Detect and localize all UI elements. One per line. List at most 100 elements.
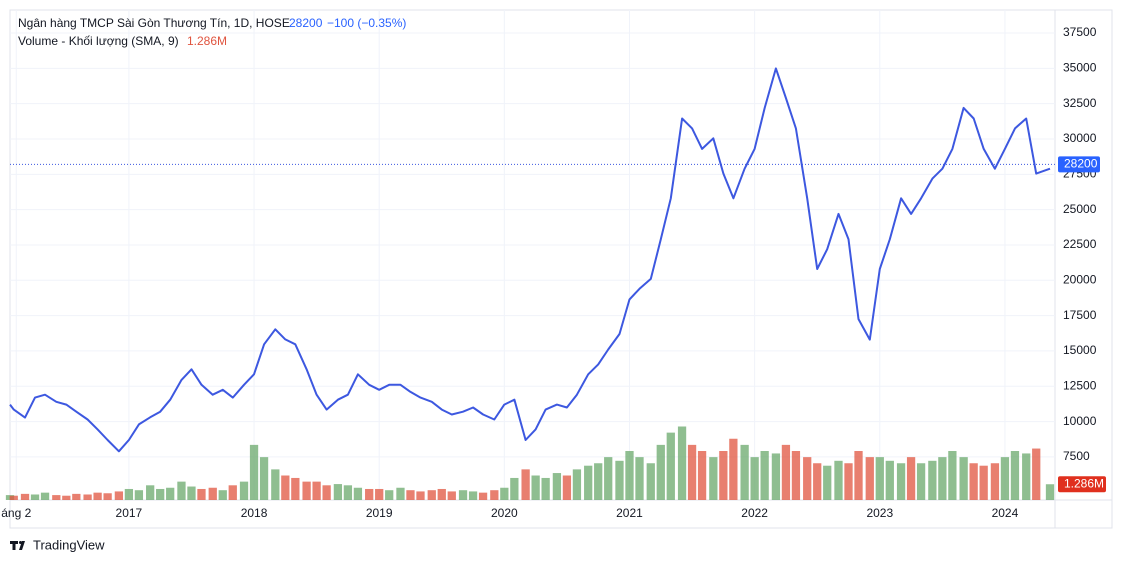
y-tick-label: 32500 xyxy=(1063,96,1097,110)
volume-bar xyxy=(510,477,519,500)
volume-bar xyxy=(353,487,363,500)
volume-bar xyxy=(406,490,415,500)
volume-bar xyxy=(271,469,280,500)
volume-bar xyxy=(948,451,957,500)
volume-bar xyxy=(124,488,134,500)
volume-bar xyxy=(72,493,81,500)
y-tick-label: 30000 xyxy=(1063,131,1097,145)
volume-bar xyxy=(885,460,894,500)
volume-bar xyxy=(865,457,874,500)
volume-bar xyxy=(30,494,40,500)
volume-bar xyxy=(615,460,624,500)
volume-bar xyxy=(291,477,300,500)
volume-bar xyxy=(228,485,237,500)
volume-bar xyxy=(478,492,488,500)
volume-bar xyxy=(103,493,112,500)
volume-bar xyxy=(218,490,227,500)
volume-bar xyxy=(177,481,186,500)
volume-bar xyxy=(20,493,30,500)
volume-bar xyxy=(239,481,249,500)
volume-bar xyxy=(281,475,290,500)
last-price-badge xyxy=(1058,156,1100,173)
volume-bar xyxy=(249,444,259,500)
volume-bar xyxy=(916,463,926,500)
price-line xyxy=(9,67,1051,453)
y-tick-label: 12500 xyxy=(1063,378,1097,392)
volume-bar xyxy=(396,487,405,500)
volume-bar xyxy=(156,488,165,500)
y-tick-label: 15000 xyxy=(1063,343,1097,357)
volume-bar xyxy=(427,490,436,500)
volume-bar xyxy=(635,457,644,500)
x-tick-label: 2024 xyxy=(992,506,1019,520)
volume-bar xyxy=(562,475,572,500)
y-tick-label: 7500 xyxy=(1063,449,1090,463)
y-tick-label: 20000 xyxy=(1063,272,1097,286)
volume-bar xyxy=(134,490,144,500)
volume-bar xyxy=(813,463,822,500)
x-tick-label: 2023 xyxy=(866,506,893,520)
volume-bar xyxy=(687,444,697,500)
volume-bar xyxy=(259,457,269,500)
volume-bar xyxy=(677,426,687,500)
volume-bar xyxy=(938,457,947,500)
price-change: −100 (−0.35%) xyxy=(327,16,406,30)
x-tick-label: 2019 xyxy=(366,506,393,520)
last-price-label: 28200 xyxy=(1064,157,1098,171)
volume-bar xyxy=(979,465,988,500)
volume-bar xyxy=(416,491,425,500)
volume-bar xyxy=(760,451,769,500)
symbol-title: Ngân hàng TMCP Sài Gòn Thương Tín, 1D, H… xyxy=(18,16,290,30)
volume-bar xyxy=(1010,451,1020,500)
volume-legend: Volume - Khối lượng (SMA, 9) xyxy=(18,34,179,48)
volume-bar xyxy=(959,457,968,500)
volume-bar xyxy=(500,487,509,500)
volume-badge-label: 1.286M xyxy=(1064,476,1104,490)
x-tick-label: áng 2 xyxy=(1,506,31,520)
volume-bar xyxy=(208,487,217,500)
volume-bar xyxy=(40,492,50,500)
volume-bar xyxy=(823,465,832,500)
volume-bar xyxy=(521,469,530,500)
x-tick-label: 2017 xyxy=(116,506,143,520)
volume-bar xyxy=(468,491,478,500)
x-tick-label: 2022 xyxy=(741,506,768,520)
volume-bar xyxy=(803,457,812,500)
y-tick-label: 17500 xyxy=(1063,308,1097,322)
volume-bar xyxy=(187,486,196,500)
volume-bar xyxy=(709,457,718,500)
brand-name: TradingView xyxy=(33,537,105,552)
volume-bar xyxy=(83,494,92,500)
volume-bar xyxy=(834,460,843,500)
volume-bar xyxy=(572,469,582,500)
volume-bar xyxy=(166,487,175,500)
y-tick-label: 35000 xyxy=(1063,61,1097,75)
volume-bar xyxy=(93,492,102,500)
volume-bar xyxy=(552,473,562,500)
volume-bar xyxy=(781,444,791,500)
volume-bar xyxy=(62,495,71,500)
volume-bar xyxy=(854,451,863,500)
volume-bar xyxy=(1000,457,1010,500)
y-tick-label: 22500 xyxy=(1063,237,1097,251)
volume-bar xyxy=(375,488,384,500)
y-tick-label: 10000 xyxy=(1063,414,1097,428)
volume-bar xyxy=(666,432,675,500)
volume-bar xyxy=(646,463,655,500)
volume-bar xyxy=(584,465,593,500)
volume-bar xyxy=(322,485,331,500)
volume-bar xyxy=(302,481,311,500)
volume-bar xyxy=(906,457,916,500)
y-tick-label: 25000 xyxy=(1063,202,1097,216)
volume-bar xyxy=(146,485,155,500)
last-price: 28200 xyxy=(289,16,323,30)
volume-bar xyxy=(969,463,978,500)
volume-bar xyxy=(656,444,665,500)
x-tick-label: 2021 xyxy=(616,506,643,520)
volume-bar xyxy=(197,488,206,500)
volume-bar xyxy=(625,451,634,500)
plot-area xyxy=(5,10,1055,500)
y-tick-label: 37500 xyxy=(1063,25,1097,39)
